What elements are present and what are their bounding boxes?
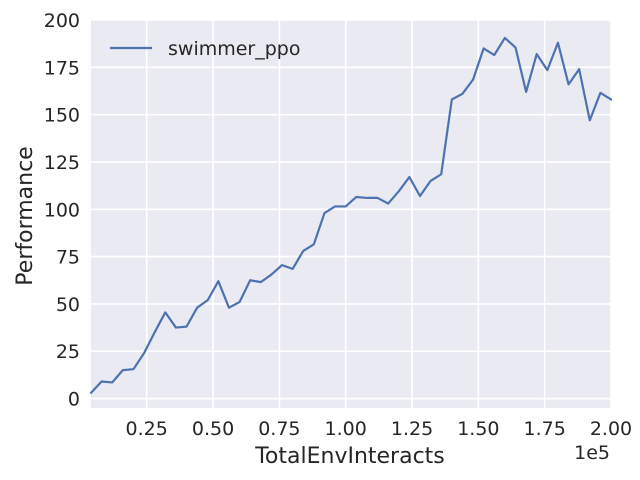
x-tick-label: 1.50	[457, 418, 499, 440]
y-axis-label: Performance	[13, 146, 38, 285]
plot-area	[91, 20, 611, 408]
y-tick-label: 175	[44, 57, 80, 79]
x-tick-label: 2.00	[590, 418, 632, 440]
x-axis-ticks: 0.25 0.50 0.75 1.00 1.25 1.50 1.75 2.00	[126, 418, 633, 440]
y-tick-label: 50	[56, 294, 80, 316]
gridlines	[91, 19, 612, 408]
x-axis-offset-text: 1e5	[574, 442, 610, 464]
x-tick-label: 1.25	[391, 418, 433, 440]
x-tick-label: 1.00	[325, 418, 367, 440]
y-tick-label: 150	[44, 105, 80, 127]
y-tick-label: 100	[44, 199, 80, 221]
x-tick-label: 0.50	[192, 418, 234, 440]
x-tick-label: 0.75	[258, 418, 300, 440]
y-tick-label: 25	[56, 341, 80, 363]
legend: swimmer_ppo	[110, 38, 300, 60]
series-layer	[89, 36, 613, 394]
y-tick-label: 200	[44, 10, 80, 32]
y-tick-label: 125	[44, 152, 80, 174]
y-tick-label: 0	[68, 389, 80, 411]
legend-label-swimmer-ppo: swimmer_ppo	[168, 38, 300, 60]
series-line-swimmer-ppo	[89, 36, 613, 394]
x-tick-label: 1.75	[524, 418, 566, 440]
y-axis-ticks: 0 25 50 75 100 125 150 175 200	[44, 10, 80, 411]
x-tick-label: 0.25	[126, 418, 168, 440]
y-tick-label: 75	[56, 247, 80, 269]
x-axis-label: TotalEnvInteracts	[254, 444, 445, 469]
